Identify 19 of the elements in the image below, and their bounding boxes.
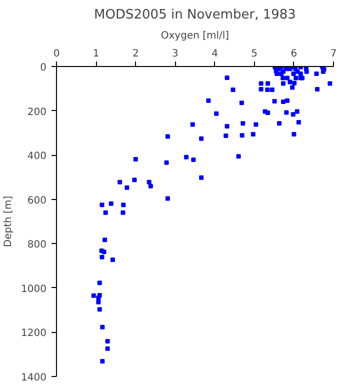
y-tick-label: 200	[27, 106, 47, 118]
x-tick-label: 6	[290, 48, 298, 60]
x-tick-label: 1	[92, 48, 100, 60]
y-tick-label: 400	[27, 151, 47, 162]
y-tick-label: 1400	[21, 372, 47, 384]
y-tick-label: 800	[27, 240, 47, 251]
y-tick-label: 0	[40, 62, 47, 74]
y-axis-title: Depth [m]	[3, 196, 14, 248]
y-tick-label: 1200	[21, 328, 47, 340]
y-tick-label: 600	[27, 195, 47, 206]
x-tick-label: 7	[330, 48, 337, 60]
x-axis-title: Oxygen [ml/l]	[160, 30, 230, 42]
y-tick-label: 1000	[21, 284, 47, 295]
x-tick-label: 5	[251, 48, 258, 60]
x-tick-label: 4	[212, 48, 218, 60]
x-tick-label: 2	[132, 48, 139, 60]
x-tick-label: 3	[172, 48, 178, 60]
chart-title: MODS2005 in November, 1983	[94, 8, 296, 22]
x-tick-label: 0	[53, 48, 60, 60]
